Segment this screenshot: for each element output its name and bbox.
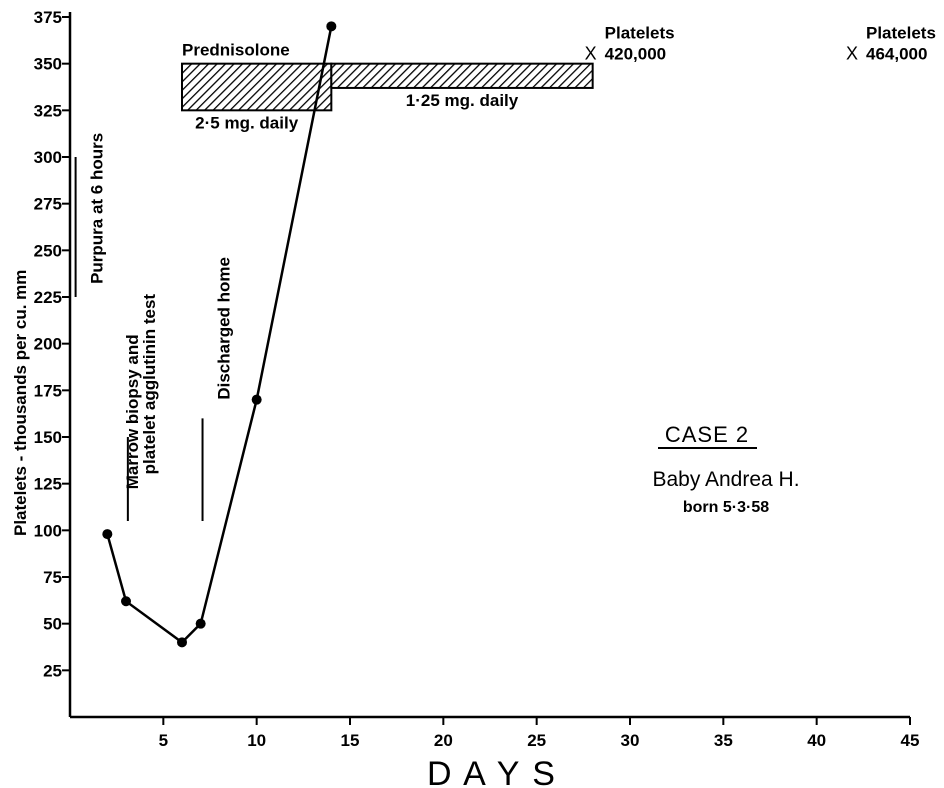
x-axis-label: D A Y S xyxy=(427,755,557,788)
data-point xyxy=(195,618,206,629)
y-tick-label: 225 xyxy=(34,288,62,307)
extra-point-value: 420,000 xyxy=(605,45,666,64)
y-tick-label: 175 xyxy=(34,381,62,400)
annotation-text: platelet agglutinin test xyxy=(140,294,159,475)
y-tick-label: 250 xyxy=(34,241,62,260)
x-tick-label: 30 xyxy=(621,731,640,750)
y-tick-label: 125 xyxy=(34,475,62,494)
y-tick-label: 325 xyxy=(34,101,62,120)
treatment-label: Prednisolone xyxy=(182,41,290,60)
x-marker: X xyxy=(585,44,597,64)
data-point xyxy=(121,596,131,607)
x-tick-label: 40 xyxy=(807,731,826,750)
chart-title: CASE 2 xyxy=(665,422,749,447)
annotation-text: Discharged home xyxy=(215,257,234,400)
x-tick-label: 35 xyxy=(714,731,733,750)
data-point xyxy=(102,529,113,540)
extra-point-label: Platelets xyxy=(605,24,675,43)
y-tick-label: 300 xyxy=(34,148,62,167)
y-tick-label: 375 xyxy=(34,8,62,27)
x-tick-label: 25 xyxy=(527,731,546,750)
platelet-series xyxy=(102,21,337,648)
y-tick-label: 350 xyxy=(34,55,62,74)
series-line xyxy=(106,26,333,644)
annotation-text: Purpura at 6 hours xyxy=(88,133,107,284)
x-tick-label: 20 xyxy=(434,731,453,750)
subtitle-line-2: born 5·3·58 xyxy=(683,499,769,516)
extra-point-value: 464,000 xyxy=(866,45,927,64)
subtitle-line-1: Baby Andrea H. xyxy=(652,468,799,491)
extra-platelet-points: X Platelets 420,000 X Platelets 464,000 xyxy=(585,24,936,64)
data-point xyxy=(326,21,337,32)
x-marker: X xyxy=(846,44,858,64)
y-tick-label: 200 xyxy=(34,335,62,354)
x-tick-label: 45 xyxy=(901,731,920,750)
y-tick-label: 100 xyxy=(34,521,62,540)
data-point xyxy=(177,637,187,648)
x-tick-label: 10 xyxy=(247,731,266,750)
treatment-bar xyxy=(330,62,594,89)
treatment-dose: 2·5 mg. daily xyxy=(195,113,299,132)
y-tick-label: 50 xyxy=(43,615,62,634)
treatment-bars: Prednisolone 2·5 mg. daily 1·25 mg. daily xyxy=(181,41,594,132)
y-axis-label: Platelets - thousands per cu. mm xyxy=(11,270,30,536)
y-tick-label: 150 xyxy=(34,428,62,447)
y-tick-label: 75 xyxy=(43,568,62,587)
y-tick-label: 275 xyxy=(34,195,62,214)
extra-point-label: Platelets xyxy=(866,24,936,43)
axes xyxy=(68,12,910,719)
x-axis-ticks: 5 10 15 20 25 30 35 40 45 xyxy=(159,717,920,750)
x-tick-label: 15 xyxy=(341,731,360,750)
data-point xyxy=(251,394,262,405)
case-label: CASE 2 Baby Andrea H. born 5·3·58 xyxy=(652,422,799,516)
y-tick-label: 25 xyxy=(43,661,62,680)
treatment-bar xyxy=(181,62,333,112)
y-axis-ticks: 25 50 75 100 125 150 175 200 225 250 275 300 325 350 3… xyxy=(34,8,70,680)
treatment-dose: 1·25 mg. daily xyxy=(406,91,519,110)
x-tick-label: 5 xyxy=(159,731,168,750)
